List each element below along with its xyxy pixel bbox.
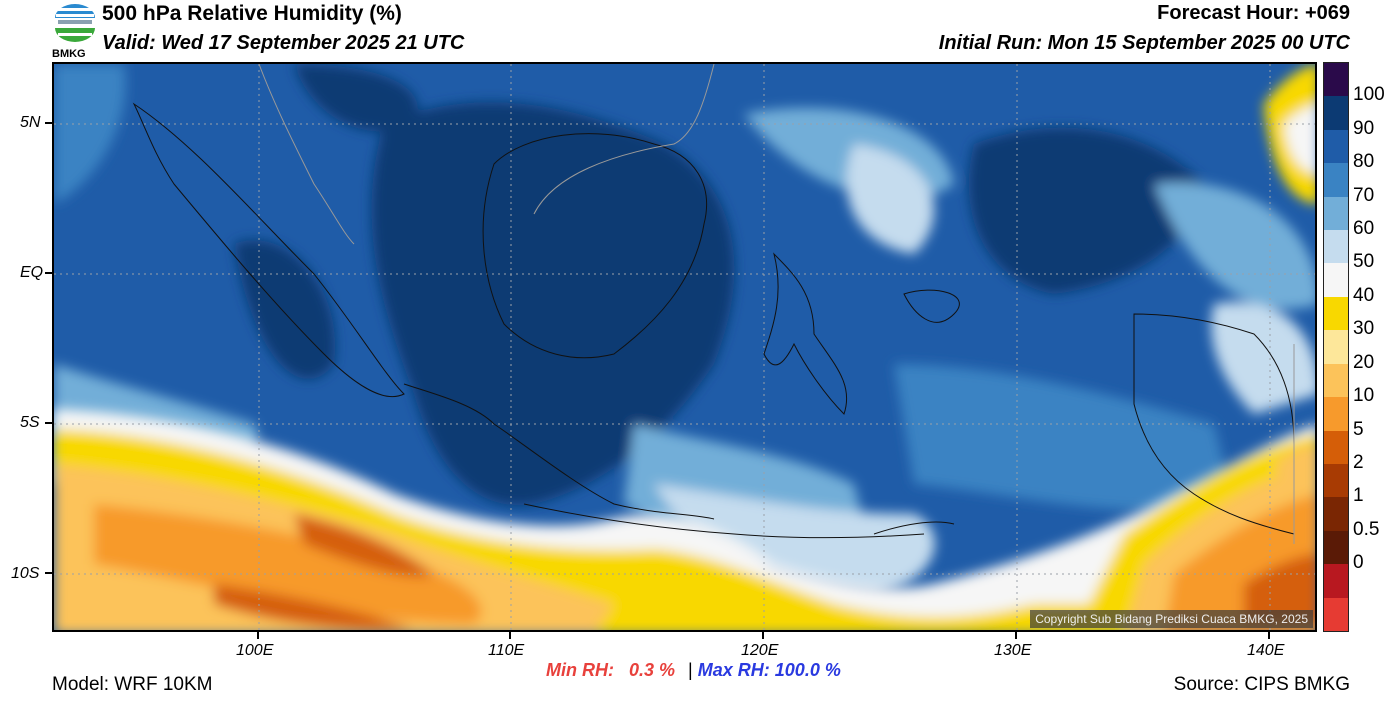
colorbar-segment xyxy=(1324,96,1348,131)
colorbar-segment xyxy=(1324,597,1348,632)
lat-label-5n: 5N xyxy=(20,114,41,131)
colorbar xyxy=(1323,62,1349,632)
colorbar-segment xyxy=(1324,196,1348,231)
colorbar-segment xyxy=(1324,230,1348,264)
colorbar-label: 10 xyxy=(1353,385,1375,407)
stats-separator: | xyxy=(688,660,693,680)
colorbar-segment xyxy=(1324,564,1348,599)
min-rh-value: 0.3 % xyxy=(629,660,676,680)
colorbar-label: 1 xyxy=(1353,485,1364,507)
colorbar-label: 100 xyxy=(1353,84,1385,106)
colorbar-segment xyxy=(1324,330,1348,365)
colorbar-label: 0.5 xyxy=(1353,518,1380,540)
humidity-map: Copyright Sub Bidang Prediksi Cuaca BMKG… xyxy=(52,62,1317,632)
colorbar-label: 50 xyxy=(1353,251,1375,273)
lon-label-100e: 100E xyxy=(236,642,274,659)
colorbar-segment xyxy=(1324,129,1348,164)
model-label: Model: WRF 10KM xyxy=(52,674,213,695)
min-rh-label: Min RH: xyxy=(546,660,614,680)
colorbar-segment xyxy=(1324,530,1348,565)
lat-label-10s: 10S xyxy=(11,565,40,582)
lon-label-140e: 140E xyxy=(1247,642,1285,659)
colorbar-segment xyxy=(1324,163,1348,198)
source-label: Source: CIPS BMKG xyxy=(1173,674,1350,695)
colorbar-label: 20 xyxy=(1353,351,1375,373)
colorbar-segment xyxy=(1324,430,1348,465)
colorbar-label: 60 xyxy=(1353,218,1375,240)
colorbar-label: 40 xyxy=(1353,284,1375,306)
colorbar-segment xyxy=(1324,63,1348,97)
colorbar-segment xyxy=(1324,296,1348,331)
colorbar-label: 2 xyxy=(1353,451,1364,473)
forecast-hour: Forecast Hour: +069 xyxy=(1157,2,1350,24)
map-title: 500 hPa Relative Humidity (%) xyxy=(102,2,402,25)
max-rh-value: 100.0 % xyxy=(774,660,841,680)
colorbar-segment xyxy=(1324,463,1348,498)
lon-label-110e: 110E xyxy=(488,642,525,659)
colorbar-segment xyxy=(1324,497,1348,532)
rh-stats: Min RH: 0.3 % | Max RH: 100.0 % xyxy=(546,660,841,681)
copyright-label: Copyright Sub Bidang Prediksi Cuaca BMKG… xyxy=(1030,610,1313,628)
lat-label-eq: EQ xyxy=(20,264,44,281)
colorbar-label: 5 xyxy=(1353,418,1364,440)
colorbar-label: 0 xyxy=(1353,552,1364,574)
initial-run: Initial Run: Mon 15 September 2025 00 UT… xyxy=(938,32,1350,54)
lon-label-120e: 120E xyxy=(741,642,779,659)
colorbar-label: 30 xyxy=(1353,318,1375,340)
lat-label-5s: 5S xyxy=(20,414,40,431)
bmkg-logo-text: BMKG xyxy=(52,48,86,60)
colorbar-segment xyxy=(1324,263,1348,298)
bmkg-logo-icon xyxy=(55,4,95,42)
colorbar-segment xyxy=(1324,363,1348,398)
valid-time: Valid: Wed 17 September 2025 21 UTC xyxy=(102,32,465,54)
lon-label-130e: 130E xyxy=(994,642,1032,659)
bmkg-logo: BMKG xyxy=(52,2,98,60)
colorbar-label: 70 xyxy=(1353,184,1375,206)
max-rh-label: Max RH: xyxy=(697,660,770,680)
colorbar-segment xyxy=(1324,397,1348,432)
colorbar-label: 80 xyxy=(1353,151,1375,173)
colorbar-label: 90 xyxy=(1353,117,1375,139)
humidity-field xyxy=(54,64,1315,630)
